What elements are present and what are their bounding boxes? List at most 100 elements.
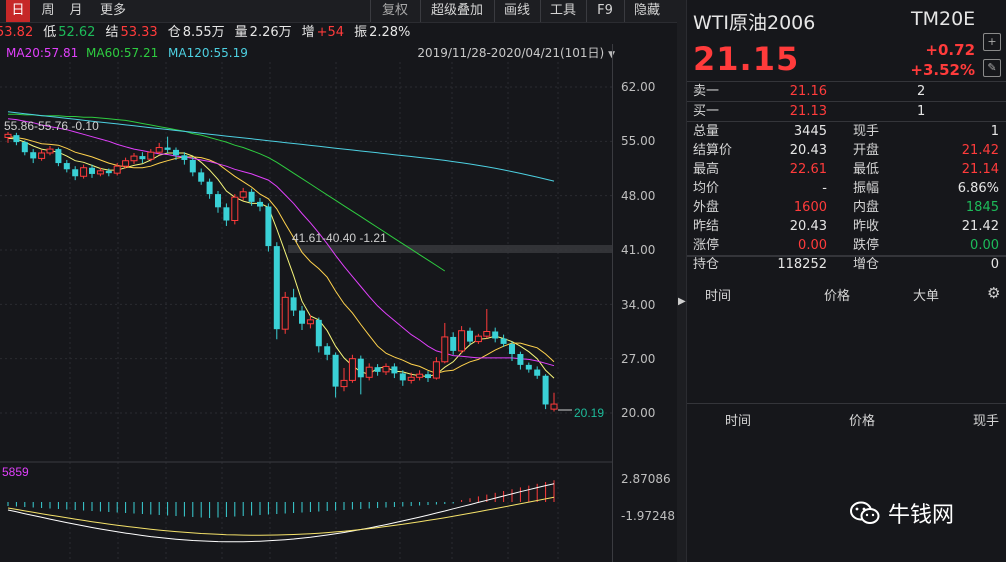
watermark-text: 牛钱网 — [888, 503, 955, 528]
candle-body — [281, 296, 289, 330]
candle-body — [105, 170, 112, 174]
date-range[interactable]: 2019/11/28-2020/04/21(101日) ▼ — [417, 44, 615, 61]
sell-qty: 2 — [917, 84, 926, 99]
chart-toolbar: 日 周 月 更多 复权 超级叠加 画线 工具 F9 隐藏 — [0, 0, 677, 23]
candle-body — [55, 149, 62, 164]
candle-body — [534, 369, 541, 376]
adjust-button[interactable]: 复权 — [370, 0, 419, 22]
watermark: 牛钱网 — [850, 497, 954, 529]
candle-body — [72, 169, 79, 177]
divider — [687, 81, 1006, 82]
expand-arrow-icon[interactable]: ▶ — [678, 296, 686, 307]
stat-label: 持仓 — [693, 257, 720, 272]
buy-row: 买一 21.13 1 — [687, 102, 1006, 121]
change-percent: +3.52% — [910, 61, 975, 79]
candle-body — [273, 246, 280, 330]
candle-body — [130, 155, 138, 162]
candle-body — [550, 403, 558, 410]
tab-day[interactable]: 日 — [6, 0, 30, 22]
candle-body — [450, 336, 457, 351]
annotation-upper: 55.86-55.76 -0.10 — [4, 119, 99, 133]
candlestick-chart[interactable]: 55.86-55.76 -0.10 41.61-40.40 -1.21 20.1… — [0, 62, 612, 562]
tools-button[interactable]: 工具 — [540, 0, 585, 22]
first-value: 53.82 — [0, 25, 34, 40]
candle-body — [113, 165, 121, 174]
candle-body — [89, 167, 95, 174]
annotation-middle: 41.61-40.40 -1.21 — [292, 231, 387, 245]
candle-body — [416, 373, 424, 378]
stat-label: 开盘 — [853, 143, 880, 158]
stat-value: 118252 — [777, 257, 827, 272]
ma20-line — [7, 118, 555, 367]
tab-week[interactable]: 周 — [41, 3, 55, 18]
candle-body — [542, 375, 549, 405]
wechat-icon — [850, 500, 880, 526]
symbol-name: WTI原油2006 — [693, 12, 816, 34]
oi-value: 8.55万 — [182, 25, 225, 40]
candle-body — [399, 373, 406, 381]
add-favorite-icon[interactable]: + — [983, 33, 1001, 51]
candle-body — [500, 338, 507, 344]
candle-body — [173, 149, 179, 156]
tab-month[interactable]: 月 — [69, 3, 83, 18]
quote-strip: 53.82 低 52.62 结 53.33 仓 8.55万量 2.26万增 +54 振 2.28% — [0, 23, 420, 43]
stat-value: 21.14 — [961, 162, 999, 177]
sell-label: 卖一 — [693, 84, 720, 99]
tab-more[interactable]: 更多 — [99, 3, 126, 18]
overlay-button[interactable]: 超级叠加 — [420, 0, 493, 22]
candle-body — [139, 156, 146, 160]
kline-panel[interactable]: 日 周 月 更多 复权 超级叠加 画线 工具 F9 隐藏 53.82 低 52.62… — [0, 0, 677, 562]
candle-body — [215, 194, 221, 208]
candle-body — [365, 366, 373, 378]
candle-body — [432, 361, 440, 379]
candle-body — [21, 142, 28, 153]
buy-label: 买一 — [693, 104, 720, 119]
candle-body — [441, 336, 449, 363]
divider — [687, 255, 1006, 256]
macd-tick: 2.87086 — [621, 472, 671, 486]
stat-label: 涨停 — [693, 238, 720, 253]
buy-price: 21.13 — [789, 104, 827, 119]
stat-value: 21.42 — [961, 219, 999, 234]
stat-value: - — [822, 181, 827, 196]
draw-line-button[interactable]: 画线 — [494, 0, 539, 22]
settings-gear-icon[interactable]: ⚙ — [987, 284, 1001, 302]
stat-value: 0.00 — [970, 238, 999, 253]
candle-body — [257, 201, 263, 207]
quote-panel: WTI原油2006 TM20E 21.15 +0.72 +3.52% + ✎ 卖… — [686, 0, 1006, 562]
candle-body — [265, 206, 272, 247]
panel-splitter[interactable] — [677, 0, 686, 562]
hide-button[interactable]: 隐藏 — [624, 0, 669, 22]
candle-body — [46, 148, 54, 154]
dropdown-icon[interactable]: ▼ — [608, 50, 615, 60]
candle-body — [181, 155, 188, 160]
stat-value: 6.86% — [957, 181, 999, 196]
candle-body — [340, 379, 348, 388]
stat-label: 结算价 — [693, 143, 733, 158]
candle-body — [391, 366, 398, 374]
stat-value: 0 — [990, 257, 999, 272]
candle-body — [348, 358, 356, 381]
edit-icon[interactable]: ✎ — [983, 59, 1001, 77]
trades-vol-header: 现手 — [973, 414, 1000, 429]
stat-label: 内盘 — [853, 200, 880, 215]
stat-row: 持仓 118252 增仓 0 — [687, 255, 1006, 274]
price-tick: 20.00 — [621, 406, 656, 420]
stat-label: 均价 — [693, 181, 720, 196]
stat-value: 20.43 — [789, 143, 827, 158]
ticks-price-header: 价格 — [824, 289, 851, 304]
support-band — [288, 245, 612, 253]
f9-button[interactable]: F9 — [586, 0, 623, 22]
low-label: 低 — [43, 25, 57, 40]
inc-value: +54 — [316, 25, 345, 40]
stat-row: 总量 3445 现手 1 — [687, 122, 1006, 141]
price-change: +0.72 +3.52% — [910, 40, 975, 80]
candle-body — [407, 376, 415, 381]
stat-row: 外盘 1600 内盘 1845 — [687, 198, 1006, 217]
candle-body — [458, 330, 466, 352]
divider — [687, 121, 1006, 122]
stat-label: 外盘 — [693, 200, 720, 215]
stat-value: 22.61 — [789, 162, 827, 177]
candle-body — [155, 147, 163, 153]
stat-row: 均价 - 振幅 6.86% — [687, 179, 1006, 198]
